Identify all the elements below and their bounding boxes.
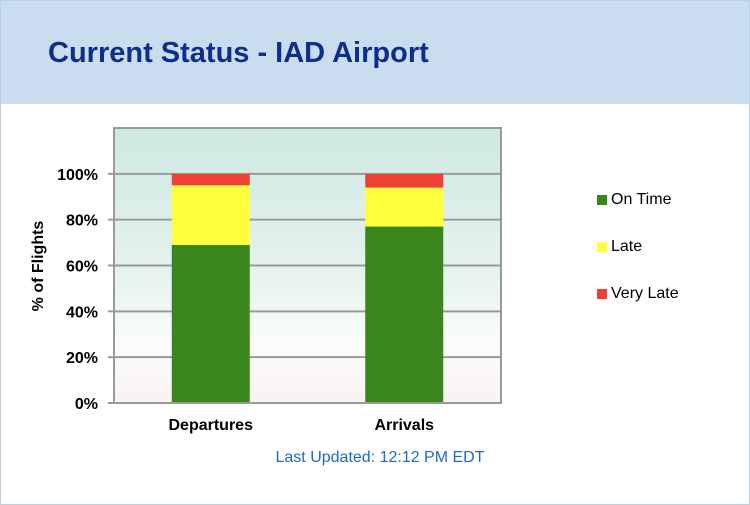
legend-label: Late (611, 238, 643, 255)
header-band: Current Status - IAD Airport (1, 1, 749, 104)
y-tick-label: 60% (66, 259, 98, 276)
bar-segment-very-late-departures (171, 173, 250, 186)
legend-swatch (597, 289, 607, 299)
y-tick-label: 80% (66, 213, 98, 230)
x-tick-label: Departures (169, 417, 254, 434)
y-tick-label: 40% (66, 304, 98, 321)
y-tick-label: 0% (75, 396, 98, 413)
legend-swatch (597, 195, 607, 205)
last-updated-text: Last Updated: 12:12 PM EDT (275, 449, 485, 466)
bar-segment-very-late-arrivals (365, 173, 444, 188)
legend-item-late: Late (597, 235, 642, 259)
bar-segment-late-arrivals (365, 187, 444, 227)
legend-label: Very Late (611, 285, 679, 302)
legend-label: On Time (611, 191, 672, 208)
bar-segment-on-time-departures (171, 244, 250, 403)
legend-item-very-late: Very Late (597, 282, 679, 306)
x-tick-label: Arrivals (374, 417, 434, 434)
bar-segment-late-departures (171, 185, 250, 245)
y-axis-label: % of Flights (30, 221, 47, 312)
y-tick-label: 100% (57, 167, 98, 184)
y-tick-label: 20% (66, 350, 98, 367)
legend-item-on-time: On Time (597, 188, 671, 212)
page-title: Current Status - IAD Airport (48, 37, 429, 69)
legend-swatch (597, 242, 607, 252)
bar-segment-on-time-arrivals (365, 226, 444, 403)
